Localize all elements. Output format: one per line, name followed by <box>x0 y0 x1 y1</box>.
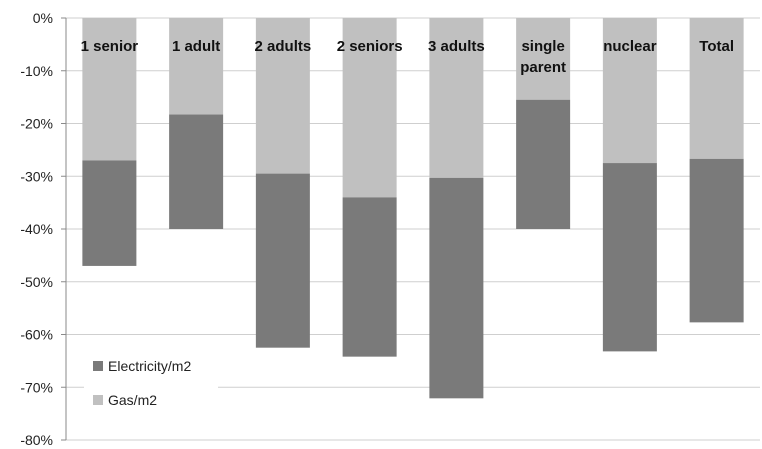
bar-electricity <box>429 177 484 399</box>
bar-electricity <box>689 158 744 323</box>
y-tick-label: -80% <box>20 432 53 448</box>
y-tick-label: -20% <box>20 116 53 132</box>
category-label: 2 seniors <box>337 38 403 55</box>
y-axis: 0% -10% -20% -30% -40% -50% -60% -70% -80% <box>20 10 67 448</box>
bar-electricity <box>169 114 224 229</box>
category-label: nuclear <box>603 38 657 55</box>
bar-gas <box>602 18 657 164</box>
legend-label: Electricity/m2 <box>108 358 191 374</box>
bar-gas <box>169 18 224 115</box>
category-label: 3 adults <box>428 38 485 55</box>
y-tick-label: -50% <box>20 274 53 290</box>
category-label: single <box>521 38 564 55</box>
bar-gas <box>516 18 571 100</box>
bar-gas <box>689 18 744 159</box>
y-tick-label: -10% <box>20 63 53 79</box>
category-label: 2 adults <box>255 38 312 55</box>
y-tick-label: -70% <box>20 379 53 395</box>
category-label: 1 adult <box>172 38 220 55</box>
bar-gas <box>342 18 397 198</box>
legend-swatch <box>93 361 103 371</box>
legend-label: Gas/m2 <box>108 392 157 408</box>
bar-electricity <box>342 197 397 357</box>
y-tick-label: 0% <box>33 10 53 26</box>
category-label: Total <box>699 38 734 55</box>
bar-electricity <box>255 173 310 348</box>
legend-swatch <box>93 395 103 405</box>
category-label: parent <box>520 59 566 76</box>
bars <box>82 18 744 399</box>
bar-electricity <box>516 99 571 229</box>
bar-electricity <box>602 163 657 352</box>
bar-gas <box>255 18 310 174</box>
y-tick-label: -60% <box>20 327 53 343</box>
bar-gas <box>82 18 137 161</box>
category-labels: 1 senior 1 adult 2 adults 2 seniors 3 adults… <box>81 38 734 76</box>
bar-gas <box>429 18 484 178</box>
y-tick-label: -40% <box>20 221 53 237</box>
legend: Electricity/m2 Gas/m2 <box>84 346 218 418</box>
category-label: 1 senior <box>81 38 139 55</box>
bar-electricity <box>82 160 137 266</box>
legend-box <box>84 346 218 418</box>
y-tick-label: -30% <box>20 168 53 184</box>
